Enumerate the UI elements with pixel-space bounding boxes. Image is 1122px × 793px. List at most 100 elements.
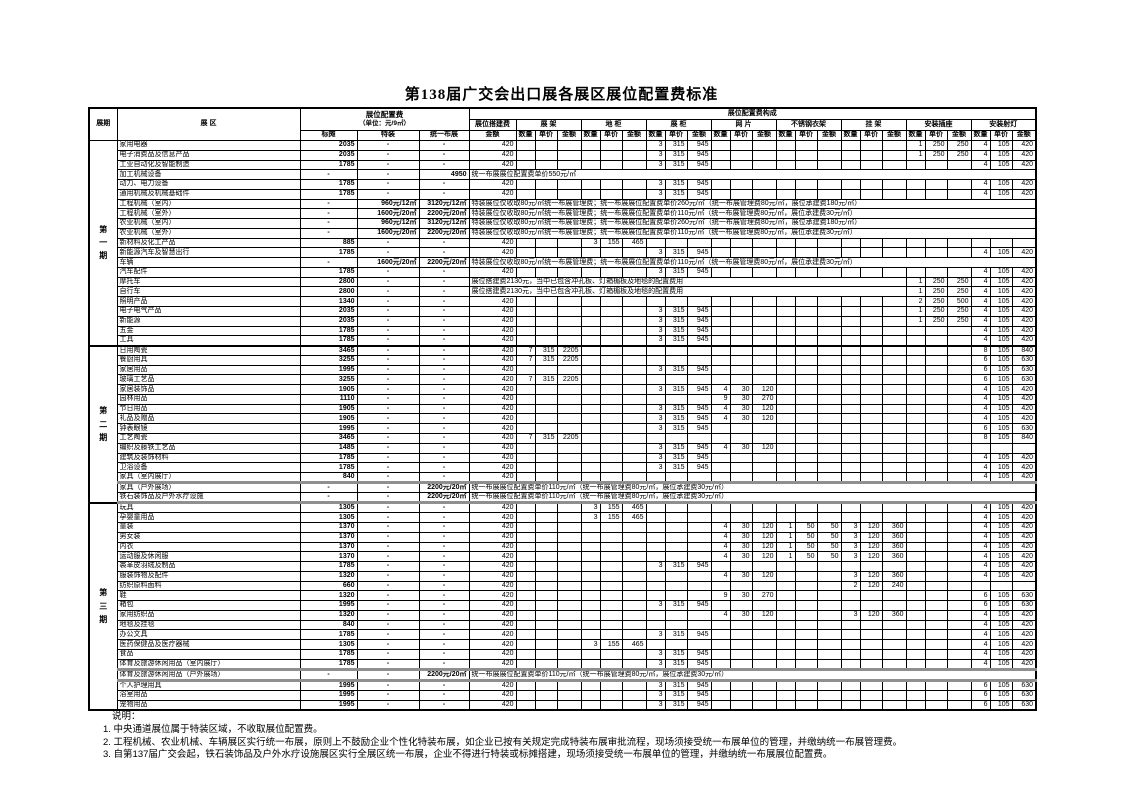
component-cell [924, 570, 948, 582]
component-cell: 6 [970, 364, 991, 376]
component-cell [816, 423, 842, 434]
zone-name-cell: 童装 [116, 521, 301, 533]
component-cell [710, 159, 731, 171]
component-cell [840, 374, 861, 386]
component-cell [946, 188, 972, 200]
component-cell [515, 521, 536, 533]
component-cell [664, 590, 688, 602]
zone-name-cell: 家用纺织品 [116, 609, 301, 621]
component-cell [645, 344, 666, 356]
unified-fee-cell: 2200元/20㎡ [418, 492, 470, 505]
component-cell [729, 140, 753, 151]
component-cell [710, 296, 731, 308]
std-fee-cell: 1785 [299, 452, 358, 464]
component-cell: 500 [946, 296, 972, 308]
table-row: 建筑及装饰材料 1785- -420 3 315 945 4 105 420 [89, 452, 1037, 464]
component-cell [924, 639, 948, 650]
component-cell: 105 [989, 600, 1013, 611]
component-cell [599, 609, 623, 621]
component-cell: 105 [989, 531, 1013, 543]
component-cell: 250 [924, 286, 948, 298]
special-fee-cell: - [356, 639, 420, 650]
component-cell [905, 551, 926, 563]
component-cell [599, 541, 623, 553]
component-cell [794, 315, 818, 327]
component-cell [556, 648, 582, 660]
component-cell [751, 159, 777, 171]
component-cell [621, 393, 647, 405]
component-cell: 30 [729, 551, 753, 563]
component-cell [686, 551, 712, 563]
zone-name-cell: 纺织原料面料 [116, 580, 301, 592]
unified-fee-cell: 4950 [418, 169, 470, 181]
component-cell [664, 344, 688, 356]
component-cell [710, 501, 731, 514]
build-fee-cell: 420 [468, 501, 517, 514]
build-fee-cell: 420 [468, 423, 517, 434]
component-cell [580, 452, 601, 464]
component-cell [905, 699, 926, 711]
component-cell [534, 629, 558, 641]
col-header-sub: 数量 [840, 130, 861, 141]
component-cell [859, 432, 883, 444]
component-cell [794, 432, 818, 444]
component-cell [534, 413, 558, 425]
component-cell [556, 188, 582, 200]
component-cell [710, 179, 731, 190]
std-fee-cell: 3465 [299, 432, 358, 444]
component-cell [794, 296, 818, 308]
component-cell [556, 140, 582, 151]
component-cell: 105 [989, 629, 1013, 641]
component-cell: 315 [664, 679, 688, 691]
component-cell: 3 [580, 501, 601, 514]
component-cell [751, 325, 777, 337]
component-cell [775, 423, 796, 434]
component-cell: 6 [970, 600, 991, 611]
component-cell [556, 296, 582, 308]
component-cell [881, 237, 907, 249]
component-cell [534, 521, 558, 533]
special-fee-cell: - [356, 442, 420, 454]
special-fee-cell: - [356, 325, 420, 337]
component-cell [794, 149, 818, 161]
component-cell [710, 188, 731, 200]
component-cell [599, 442, 623, 454]
component-cell [816, 344, 842, 356]
component-cell: 3 [840, 541, 861, 553]
component-cell: 4 [970, 296, 991, 308]
component-cell [599, 590, 623, 602]
component-cell [881, 140, 907, 151]
component-cell [599, 432, 623, 444]
component-cell [905, 384, 926, 395]
unified-fee-cell: - [418, 541, 470, 553]
component-cell [599, 689, 623, 701]
component-cell: 315 [664, 462, 688, 474]
unified-fee-cell: - [418, 188, 470, 200]
component-cell [751, 629, 777, 641]
component-cell [840, 188, 861, 200]
component-cell [556, 590, 582, 602]
col-header-build-fee: 展位搭建费 [468, 119, 517, 131]
component-cell [599, 247, 623, 259]
build-fee-cell: 420 [468, 315, 517, 327]
component-cell [859, 561, 883, 572]
table-row: 裘革皮羽绒及制品 1785- -420 3 315 945 4 105 420 [89, 561, 1037, 572]
component-cell [859, 512, 883, 523]
component-cell [580, 521, 601, 533]
component-cell [1011, 237, 1037, 249]
period-label: 第一期 [88, 139, 118, 347]
component-cell: 630 [1011, 423, 1037, 434]
unified-fee-cell: 2200元/20㎡ [418, 257, 470, 268]
component-cell [580, 432, 601, 444]
unified-fee-cell: - [418, 452, 470, 464]
component-cell: 315 [664, 149, 688, 161]
zone-name-cell: 汽车配件 [116, 266, 301, 278]
component-cell [664, 619, 688, 631]
component-cell [664, 393, 688, 405]
unified-fee-cell: - [418, 580, 470, 592]
std-fee-cell: 1785 [299, 629, 358, 641]
component-cell: 30 [729, 413, 753, 425]
component-cell [881, 188, 907, 200]
component-cell [946, 452, 972, 464]
